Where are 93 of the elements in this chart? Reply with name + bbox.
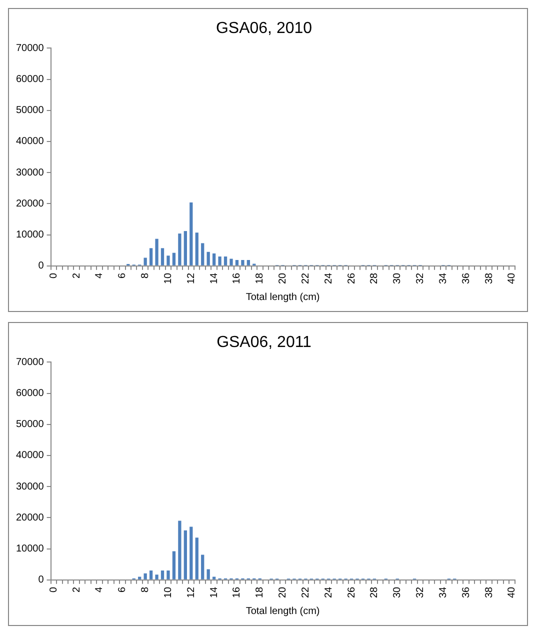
bar — [172, 551, 176, 580]
bar — [230, 258, 233, 266]
x-tick-label: 40 — [506, 586, 518, 598]
y-tick-label: 10000 — [16, 230, 44, 241]
y-tick-label: 70000 — [16, 356, 44, 368]
bar — [160, 248, 164, 266]
x-tick-label: 14 — [208, 586, 220, 598]
x-tick-label: 2 — [71, 586, 82, 592]
x-tick-label: 0 — [48, 586, 60, 592]
bar — [235, 260, 239, 266]
x-tick-label: 16 — [232, 586, 243, 598]
bar — [149, 570, 153, 580]
x-tick-label: 18 — [254, 272, 266, 284]
bar — [241, 260, 244, 266]
bar — [178, 520, 182, 580]
x-tick-label: 6 — [117, 272, 128, 278]
bar — [172, 252, 176, 266]
y-tick-label: 40000 — [16, 450, 44, 462]
x-tick-label: 34 — [438, 586, 449, 598]
x-tick-label: 22 — [300, 272, 312, 284]
x-tick-label: 34 — [438, 272, 449, 284]
x-tick-label: 30 — [392, 586, 404, 598]
bar — [144, 258, 147, 266]
x-tick-label: 24 — [323, 272, 334, 284]
y-tick-label: 30000 — [16, 167, 44, 178]
bar — [190, 202, 193, 266]
bar — [201, 243, 204, 266]
x-tick-label: 26 — [346, 272, 358, 284]
x-tick-label: 40 — [506, 272, 518, 284]
bar — [195, 538, 198, 580]
x-tick-label: 2 — [71, 272, 82, 278]
bar — [138, 576, 142, 580]
bar — [224, 256, 228, 266]
bar — [184, 231, 187, 266]
x-tick-label: 8 — [140, 272, 152, 278]
x-axis-title: Total length (cm) — [246, 292, 320, 303]
y-tick-label: 50000 — [16, 419, 44, 430]
bar — [166, 570, 170, 580]
x-tick-label: 38 — [484, 586, 495, 598]
x-tick-label: 36 — [460, 586, 472, 598]
y-tick-label: 30000 — [16, 481, 44, 492]
x-tick-label: 22 — [300, 586, 312, 598]
y-tick-label: 20000 — [16, 512, 44, 524]
bar — [212, 253, 216, 266]
bar — [178, 234, 182, 266]
x-tick-label: 8 — [140, 586, 152, 592]
bar — [190, 526, 193, 580]
x-tick-label: 36 — [460, 272, 472, 284]
x-tick-label: 26 — [346, 586, 358, 598]
x-tick-label: 18 — [254, 586, 266, 598]
y-tick-label: 10000 — [16, 544, 44, 555]
bar — [206, 569, 210, 580]
x-tick-label: 12 — [186, 272, 197, 284]
x-tick-label: 20 — [278, 272, 289, 284]
x-tick-label: 10 — [162, 272, 174, 284]
bar — [218, 256, 222, 266]
chart-title: GSA06, 2011 — [216, 334, 312, 352]
bar — [144, 573, 147, 580]
y-tick-label: 40000 — [16, 136, 44, 148]
x-tick-label: 4 — [94, 272, 106, 278]
x-tick-label: 16 — [232, 272, 243, 284]
chart-title: GSA06, 2010 — [216, 20, 312, 38]
x-axis-title: Total length (cm) — [246, 606, 320, 617]
x-tick-label: 30 — [392, 272, 404, 284]
x-tick-label: 6 — [117, 586, 128, 592]
x-tick-label: 38 — [484, 272, 495, 284]
y-tick-label: 50000 — [16, 105, 44, 116]
bar — [155, 574, 158, 580]
x-tick-label: 4 — [94, 586, 106, 592]
x-tick-label: 20 — [278, 586, 289, 598]
bar — [206, 252, 210, 266]
bar — [149, 248, 153, 266]
x-tick-label: 12 — [186, 586, 197, 598]
x-tick-label: 14 — [208, 272, 220, 284]
x-tick-label: 28 — [369, 586, 380, 598]
x-tick-label: 32 — [415, 586, 426, 598]
bar — [212, 576, 216, 580]
bar — [246, 260, 250, 266]
y-tick-label: 70000 — [16, 42, 44, 54]
x-tick-label: 24 — [323, 586, 334, 598]
bar — [155, 238, 158, 266]
bar — [160, 570, 164, 580]
bar — [184, 530, 187, 580]
x-tick-label: 32 — [415, 272, 426, 284]
x-tick-label: 10 — [162, 586, 174, 598]
x-tick-label: 28 — [369, 272, 380, 284]
y-tick-label: 60000 — [16, 74, 44, 86]
y-tick-label: 60000 — [16, 388, 44, 400]
bar — [195, 232, 198, 266]
x-tick-label: 0 — [48, 272, 60, 278]
y-tick-label: 20000 — [16, 198, 44, 210]
bar — [201, 554, 204, 580]
bar — [166, 256, 170, 266]
